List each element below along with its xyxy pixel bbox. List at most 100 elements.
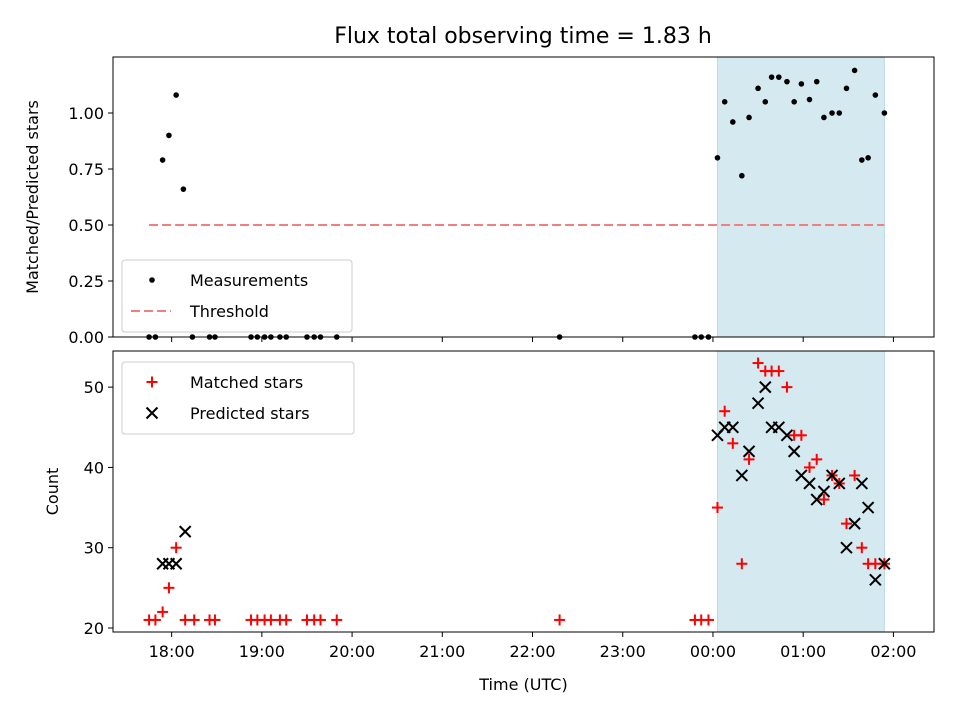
matched-star-point — [149, 614, 161, 626]
predicted-star-point — [735, 469, 749, 482]
matched-star-point — [209, 614, 221, 626]
predicted-star-point — [803, 477, 816, 490]
matched-star-point — [743, 453, 755, 465]
matched-star-point — [818, 494, 830, 506]
measurement-point — [881, 110, 888, 116]
predicted-star-point — [787, 445, 801, 458]
measurement-point — [180, 186, 187, 192]
legend-box — [121, 259, 353, 333]
measurement-point — [755, 85, 761, 92]
legend-label: Measurements — [190, 271, 308, 290]
y-tick-label: 50 — [84, 378, 104, 397]
matched-star-point — [849, 469, 861, 481]
predicted-star-point — [726, 421, 740, 434]
matched-star-point — [170, 542, 182, 554]
x-tick-label: 01:00 — [780, 642, 826, 661]
measurement-point — [859, 157, 865, 163]
legend-label: Predicted stars — [190, 404, 310, 423]
measurement-point — [829, 110, 835, 116]
measurement-point — [798, 81, 805, 87]
top-y-axis-label: Matched/Predicted stars — [23, 100, 42, 294]
legend-dot-marker — [149, 277, 155, 283]
measurement-point — [791, 99, 797, 105]
measurement-point — [746, 114, 752, 121]
measurement-point — [762, 99, 769, 105]
predicted-star-point — [817, 485, 831, 498]
chart-title: Flux total observing time = 1.83 h — [334, 24, 712, 49]
count-points — [143, 357, 891, 626]
predicted-star-point — [848, 517, 861, 530]
x-tick-label: 23:00 — [600, 642, 646, 661]
bottom-axes-frame — [112, 350, 935, 633]
predicted-star-point — [780, 429, 794, 442]
measurement-point — [776, 74, 782, 80]
matched-star-point — [856, 542, 868, 554]
predicted-star-point — [742, 445, 756, 458]
matched-star-point — [188, 614, 200, 626]
y-tick-label: 20 — [84, 619, 104, 638]
matched-star-point — [280, 614, 292, 626]
measurement-point — [784, 78, 790, 85]
measurement-point — [851, 67, 858, 74]
measurement-point — [166, 132, 172, 139]
bottom-highlight-span — [716, 350, 885, 633]
bottom-panel: 18:00 19:00 20:00 21:00 22:00 23:00 00:00 01:00… — [43, 350, 935, 694]
measurement-point — [806, 96, 813, 103]
x-axis-label: Time (UTC) — [478, 675, 567, 694]
legend-label: Matched stars — [190, 373, 303, 392]
bottom-y-ticks: 20 30 40 50 — [84, 378, 113, 638]
measurement-point — [813, 78, 820, 85]
predicted-star-point — [855, 477, 869, 490]
x-tick-label: 20:00 — [329, 642, 375, 661]
matched-star-point — [727, 437, 739, 449]
legend-box — [121, 361, 355, 435]
matched-star-point — [315, 614, 327, 626]
x-tick-label: 22:00 — [509, 642, 555, 661]
predicted-star-point — [861, 501, 875, 514]
x-tick-label: 19:00 — [239, 642, 285, 661]
y-tick-label: 30 — [84, 539, 104, 558]
matched-star-point — [781, 381, 793, 393]
measurement-point — [821, 114, 827, 121]
measurement-point — [739, 172, 745, 179]
measurement-point — [865, 155, 871, 161]
y-tick-label: 0.50 — [68, 216, 104, 235]
predicted-star-point — [840, 541, 853, 554]
matched-star-point — [157, 606, 169, 618]
predicted-star-point — [169, 557, 183, 570]
measurement-point — [768, 74, 775, 80]
top-y-ticks: 0.00 0.25 0.50 0.75 1.00 — [68, 104, 113, 347]
x-tick-label: 18:00 — [149, 642, 195, 661]
matched-star-point — [803, 461, 815, 473]
matched-star-point — [773, 365, 785, 377]
y-tick-label: 0.75 — [68, 160, 104, 179]
y-tick-label: 1.00 — [68, 104, 104, 123]
top-axes-frame — [112, 56, 935, 338]
measurement-point — [843, 85, 850, 92]
matched-star-point — [702, 614, 714, 626]
x-tick-label: 21:00 — [419, 642, 465, 661]
measurement-point — [714, 155, 721, 161]
predicted-star-point — [878, 557, 891, 570]
top-x-ticks — [171, 337, 894, 342]
measurement-point — [730, 119, 736, 125]
bottom-y-axis-label: Count — [43, 468, 62, 516]
matched-star-point — [331, 614, 343, 626]
matched-star-point — [719, 405, 731, 417]
matched-star-point — [811, 453, 823, 465]
legend-plus-marker — [146, 376, 158, 388]
measurement-point — [836, 110, 843, 116]
measurement-point — [721, 99, 728, 105]
matched-star-point — [711, 502, 723, 514]
measurement-point — [173, 92, 179, 98]
top-panel: 0.00 0.25 0.50 0.75 1.00 Matched/Predicted s… — [23, 56, 935, 347]
predicted-star-point — [178, 525, 192, 538]
predicted-star-point — [869, 573, 882, 587]
measurement-point — [872, 92, 879, 98]
top-legend: Measurements Threshold — [121, 259, 353, 333]
matched-star-point — [840, 518, 852, 530]
matched-star-point — [554, 614, 566, 626]
legend-label: Threshold — [189, 302, 269, 321]
matched-star-point — [736, 558, 748, 570]
